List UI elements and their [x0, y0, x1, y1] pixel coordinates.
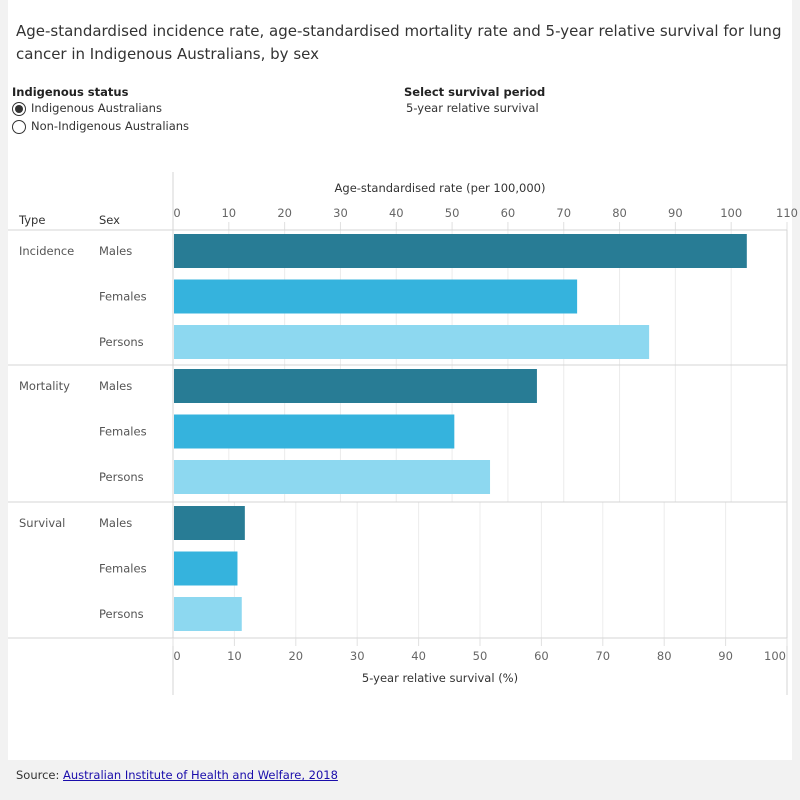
- chart-title: Age-standardised incidence rate, age-sta…: [16, 22, 782, 63]
- bottom-axis-tick-label: 50: [473, 649, 488, 663]
- top-axis-tick-label: 110: [776, 206, 798, 220]
- top-axis-tick-label: 70: [556, 206, 571, 220]
- bottom-axis-tick-label: 10: [227, 649, 242, 663]
- source-prefix: Source:: [16, 768, 64, 782]
- top-axis-tick-label: 40: [389, 206, 404, 220]
- source-link[interactable]: Australian Institute of Health and Welfa…: [63, 768, 338, 782]
- bottom-axis-tick-label: 80: [657, 649, 672, 663]
- radio-label: Non-Indigenous Australians: [31, 119, 190, 133]
- bottom-axis-tick-label: 60: [534, 649, 549, 663]
- radio-label: Indigenous Australians: [31, 101, 162, 115]
- row-header-sex: Sex: [99, 213, 120, 227]
- sex-label: Females: [99, 290, 147, 304]
- top-axis-tick-label: 80: [612, 206, 627, 220]
- top-axis-tick-label: 20: [277, 206, 292, 220]
- sex-label: Persons: [99, 335, 144, 349]
- type-label: Survival: [19, 516, 65, 530]
- bottom-axis-tick-label: 0: [173, 649, 180, 663]
- top-axis-tick-label: 100: [720, 206, 742, 220]
- type-label: Mortality: [19, 379, 70, 393]
- top-axis-tick-label: 30: [333, 206, 348, 220]
- bottom-axis-tick-label: 40: [411, 649, 426, 663]
- bottom-axis-tick-label: 90: [718, 649, 733, 663]
- radio-unselected-icon[interactable]: [12, 120, 26, 134]
- bottom-axis-title: 5-year relative survival (%): [362, 671, 518, 685]
- radio-selected-icon[interactable]: [12, 102, 26, 116]
- bar-mortality-males: [174, 369, 537, 403]
- sex-label: Males: [99, 379, 132, 393]
- bar-survival-males: [174, 506, 245, 540]
- bar-survival-persons: [174, 597, 242, 631]
- bottom-axis-tick-label: 20: [288, 649, 303, 663]
- top-axis-tick-label: 0: [173, 206, 180, 220]
- bottom-axis-tick-label: 100: [764, 649, 786, 663]
- bar-incidence-males: [174, 234, 747, 268]
- row-header-type: Type: [18, 213, 45, 227]
- top-axis-tick-label: 60: [501, 206, 516, 220]
- bar-survival-females: [174, 551, 238, 586]
- survival-period-label: Select survival period: [404, 85, 546, 99]
- bottom-axis-tick-label: 70: [595, 649, 610, 663]
- sex-label: Persons: [99, 607, 144, 621]
- indigenous-status-label: Indigenous status: [12, 85, 129, 99]
- sex-label: Males: [99, 244, 132, 258]
- type-label: Incidence: [19, 244, 74, 258]
- top-axis-tick-label: 90: [668, 206, 683, 220]
- survival-period-select[interactable]: 5-year relative survival: [406, 101, 539, 115]
- bottom-axis-tick-label: 30: [350, 649, 365, 663]
- source-note: Source: Australian Institute of Health a…: [16, 768, 338, 782]
- sex-label: Females: [99, 562, 147, 576]
- bar-mortality-persons: [174, 460, 491, 494]
- bar-mortality-females: [174, 414, 455, 449]
- sex-label: Males: [99, 516, 132, 530]
- top-axis-tick-label: 50: [445, 206, 460, 220]
- bar-incidence-females: [174, 279, 578, 314]
- top-axis-title: Age-standardised rate (per 100,000): [335, 181, 546, 195]
- sex-label: Persons: [99, 470, 144, 484]
- sex-label: Females: [99, 425, 147, 439]
- top-axis-tick-label: 10: [221, 206, 236, 220]
- bar-incidence-persons: [174, 325, 650, 359]
